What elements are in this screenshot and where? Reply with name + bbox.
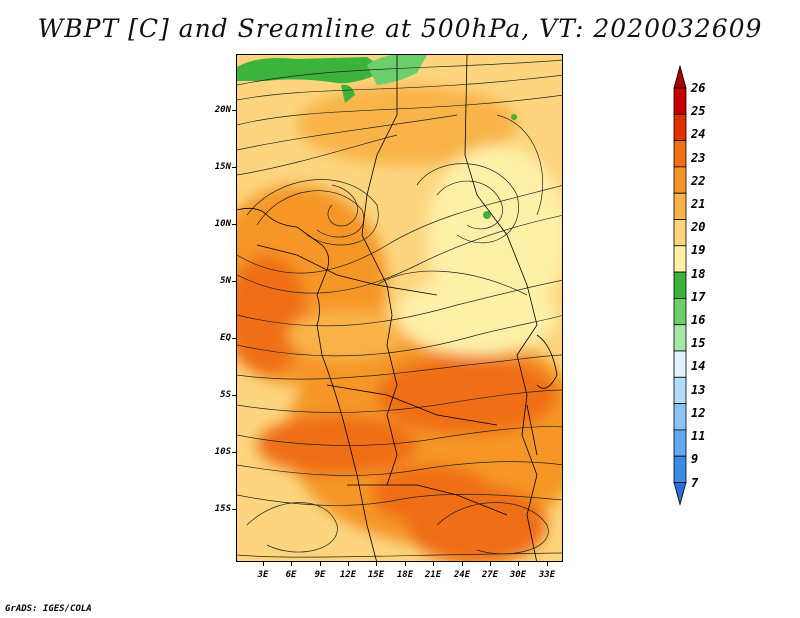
colorbar-label: 23 [691, 150, 706, 165]
colorbar-label: 12 [691, 405, 706, 420]
colorbar-segment [673, 192, 687, 220]
lat-tick [232, 281, 236, 282]
boundaries [237, 55, 558, 561]
colorbar-label: 25 [691, 104, 706, 119]
lat-tick [232, 338, 236, 339]
lon-tick [291, 562, 292, 566]
colorbar-segment [673, 455, 687, 483]
lat-tick [232, 167, 236, 168]
wbpt-field [237, 55, 562, 561]
colorbar-label: 11 [691, 429, 706, 444]
colorbar-segment [673, 324, 687, 352]
lon-label-21e: 21E [424, 570, 442, 580]
colorbar-label: 16 [691, 313, 706, 328]
lon-tick [348, 562, 349, 566]
lat-tick [232, 395, 236, 396]
lon-label-9e: 9E [314, 570, 326, 580]
colorbar [673, 64, 687, 507]
colorbar-label: 15 [691, 336, 706, 351]
lon-label-6e: 6E [285, 570, 297, 580]
lon-label-15e: 15E [367, 570, 385, 580]
lat-label-5n: 5N [220, 276, 231, 286]
colorbar-top-triangle [673, 64, 687, 89]
colorbar-label: 24 [691, 127, 706, 142]
colorbar-segment [673, 403, 687, 431]
colorbar-label: 21 [691, 197, 706, 212]
colorbar-label: 7 [691, 475, 699, 490]
streamlines [237, 59, 562, 558]
colorbar-label: 19 [691, 243, 706, 258]
lat-label-10n: 10N [214, 219, 231, 229]
colorbar-segment [673, 140, 687, 168]
lat-label-10s: 10S [214, 447, 231, 457]
lat-tick [232, 110, 236, 111]
colorbar-segment [673, 219, 687, 247]
lon-label-24e: 24E [453, 570, 471, 580]
colorbar-segment [673, 429, 687, 457]
lat-label-eq: EQ [220, 333, 231, 343]
lon-tick [263, 562, 264, 566]
colorbar-segment [673, 113, 687, 141]
map-panel [236, 54, 563, 562]
lat-label-15s: 15S [214, 504, 231, 514]
colorbar-label: 13 [691, 382, 706, 397]
colorbar-label: 17 [691, 289, 706, 304]
lon-label-30e: 30E [509, 570, 527, 580]
lon-label-33e: 33E [538, 570, 556, 580]
lon-tick [490, 562, 491, 566]
lon-tick [433, 562, 434, 566]
colorbar-label: 18 [691, 266, 706, 281]
lat-label-20n: 20N [214, 105, 231, 115]
lon-label-27e: 27E [481, 570, 499, 580]
lat-tick [232, 452, 236, 453]
colorbar-label: 14 [691, 359, 706, 374]
lon-tick [405, 562, 406, 566]
lat-tick [232, 224, 236, 225]
grads-credit: GrADS: IGES/COLA [5, 604, 92, 614]
lat-label-15n: 15N [214, 162, 231, 172]
lon-tick [376, 562, 377, 566]
colorbar-label: 22 [691, 173, 706, 188]
lon-tick [547, 562, 548, 566]
lat-tick [232, 509, 236, 510]
lon-tick [462, 562, 463, 566]
colorbar-segment [673, 297, 687, 326]
colorbar-segment [673, 350, 687, 378]
colorbar-label: 9 [691, 452, 699, 467]
colorbar-segment [673, 271, 687, 299]
colorbar-segment [673, 245, 687, 273]
lat-label-5s: 5S [220, 390, 231, 400]
colorbar-bottom-triangle [673, 482, 687, 507]
lon-label-12e: 12E [339, 570, 357, 580]
colorbar-segment [673, 166, 687, 194]
lon-tick [320, 562, 321, 566]
lon-tick [518, 562, 519, 566]
colorbar-segment [673, 87, 687, 115]
lon-label-18e: 18E [396, 570, 414, 580]
chart-title: WBPT [C] and Sreamline at 500hPa, VT: 20… [37, 14, 763, 43]
colorbar-label: 26 [691, 81, 706, 95]
colorbar-label: 20 [691, 220, 706, 235]
lon-label-3e: 3E [257, 570, 269, 580]
colorbar-segment [673, 376, 687, 404]
